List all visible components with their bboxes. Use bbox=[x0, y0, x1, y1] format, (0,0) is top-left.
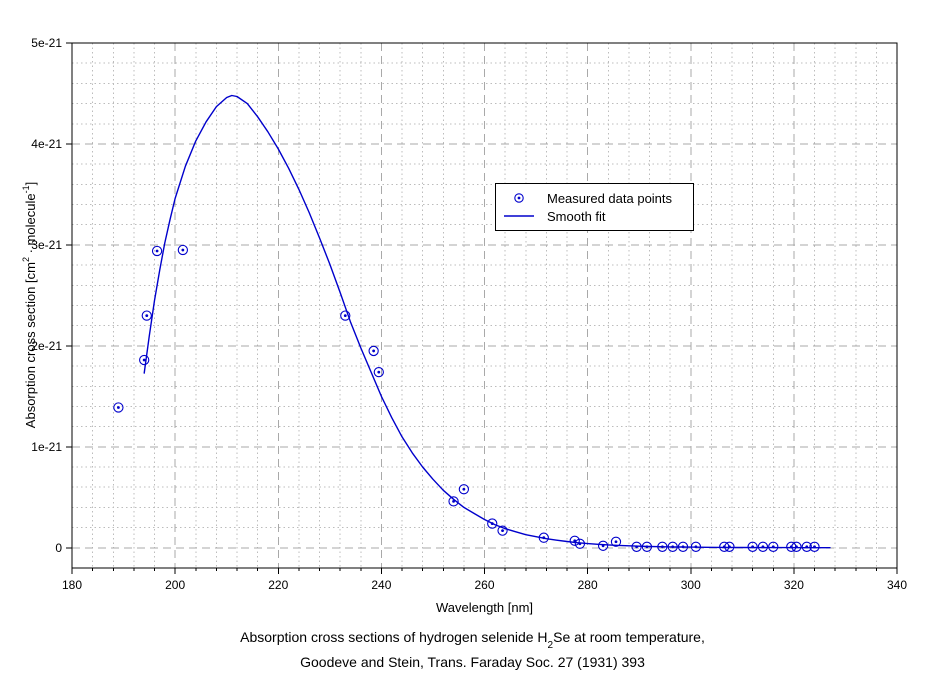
major-gridlines bbox=[72, 43, 897, 568]
data-point-marker bbox=[448, 496, 459, 507]
data-point-marker bbox=[690, 541, 702, 552]
data-point-marker bbox=[757, 541, 769, 552]
svg-text:2e-21: 2e-21 bbox=[31, 339, 62, 353]
measured-data-points bbox=[113, 244, 820, 552]
y-axis-title-sup-minus1: -1 bbox=[20, 185, 31, 194]
svg-text:4e-21: 4e-21 bbox=[31, 137, 62, 151]
svg-text:180: 180 bbox=[62, 578, 82, 592]
smooth-fit-line bbox=[143, 94, 831, 549]
data-point-marker bbox=[497, 525, 508, 536]
data-point-marker bbox=[610, 536, 622, 547]
data-point-marker bbox=[747, 541, 758, 552]
data-point-marker bbox=[141, 310, 152, 321]
data-point-marker bbox=[368, 345, 379, 357]
data-point-marker bbox=[177, 244, 189, 256]
data-point-marker bbox=[667, 541, 678, 552]
data-point-marker bbox=[768, 541, 779, 552]
svg-text:1e-21: 1e-21 bbox=[31, 440, 62, 454]
data-point-marker bbox=[809, 541, 820, 552]
svg-text:0: 0 bbox=[55, 541, 62, 555]
data-point-marker bbox=[801, 541, 812, 552]
data-point-marker bbox=[631, 541, 642, 552]
caption-line-1: Absorption cross sections of hydrogen se… bbox=[240, 629, 705, 651]
data-point-marker bbox=[597, 540, 609, 551]
data-point-marker bbox=[139, 354, 150, 366]
data-point-marker bbox=[724, 541, 735, 552]
data-point-marker bbox=[677, 541, 689, 552]
svg-text:5e-21: 5e-21 bbox=[31, 36, 62, 50]
line-sample-icon bbox=[496, 209, 542, 223]
x-axis-title: Wavelength [nm] bbox=[435, 600, 534, 615]
data-point-marker bbox=[487, 518, 498, 529]
minor-gridlines bbox=[72, 43, 897, 568]
h2se-subscript: 2 bbox=[547, 639, 554, 651]
svg-text:3e-21: 3e-21 bbox=[31, 238, 62, 252]
data-point-marker bbox=[657, 541, 668, 552]
data-point-marker bbox=[791, 541, 802, 552]
legend-entry-measured: Measured data points bbox=[496, 189, 693, 207]
data-point-marker bbox=[340, 310, 351, 321]
y-axis-title-sup2: 2 bbox=[20, 257, 31, 263]
svg-text:320: 320 bbox=[784, 578, 804, 592]
svg-text:200: 200 bbox=[165, 578, 185, 592]
data-point-marker bbox=[641, 541, 653, 552]
data-point-marker bbox=[786, 541, 797, 552]
legend-label-measured: Measured data points bbox=[547, 190, 673, 206]
data-point-marker bbox=[113, 402, 124, 413]
axis-ticks bbox=[66, 42, 898, 574]
svg-text:220: 220 bbox=[268, 578, 288, 592]
data-point-marker bbox=[574, 538, 586, 549]
legend-label-fit: Smooth fit bbox=[547, 208, 606, 224]
figure-caption: Absorption cross sections of hydrogen se… bbox=[0, 628, 937, 671]
svg-text:240: 240 bbox=[371, 578, 391, 592]
legend-entry-fit: Smooth fit bbox=[496, 207, 693, 225]
y-axis-title: Absorption cross section [cm2 · molecule… bbox=[20, 181, 39, 429]
data-point-marker bbox=[151, 245, 163, 257]
data-point-marker bbox=[458, 484, 470, 495]
y-tick-labels: 0 1e-21 2e-21 3e-21 4e-21 5e-21 bbox=[31, 36, 62, 555]
svg-text:300: 300 bbox=[681, 578, 701, 592]
y-axis-title-text: Absorption cross section [cm bbox=[23, 262, 39, 429]
caption-line-2: Goodeve and Stein, Trans. Faraday Soc. 2… bbox=[300, 653, 645, 670]
svg-text:280: 280 bbox=[578, 578, 598, 592]
data-point-marker bbox=[373, 366, 384, 378]
x-tick-labels: 180 200 220 240 260 280 300 320 340 bbox=[62, 578, 907, 592]
svg-text:340: 340 bbox=[887, 578, 907, 592]
data-point-marker bbox=[569, 535, 580, 546]
data-point-marker bbox=[538, 532, 549, 543]
circle-dot-marker-icon bbox=[496, 191, 542, 205]
legend: Measured data points Smooth fit bbox=[495, 183, 694, 231]
svg-text:260: 260 bbox=[474, 578, 494, 592]
